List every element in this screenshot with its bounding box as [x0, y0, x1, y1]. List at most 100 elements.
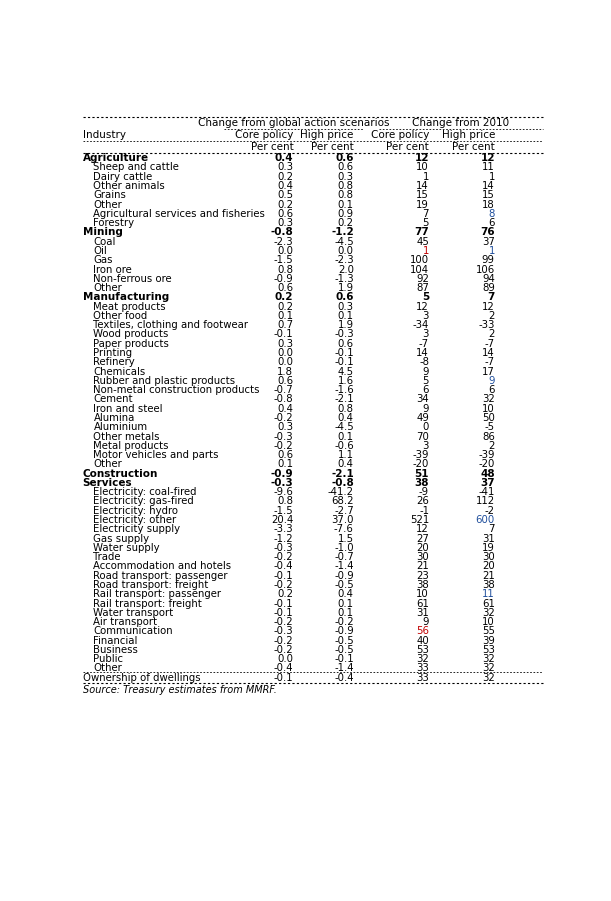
- Text: -0.1: -0.1: [274, 608, 293, 618]
- Text: 0.6: 0.6: [338, 162, 354, 172]
- Text: -0.6: -0.6: [334, 441, 354, 450]
- Text: 1: 1: [489, 172, 495, 182]
- Text: -0.5: -0.5: [334, 635, 354, 646]
- Text: -1.0: -1.0: [334, 543, 354, 553]
- Text: -1.4: -1.4: [334, 663, 354, 673]
- Text: -0.4: -0.4: [334, 673, 354, 683]
- Text: Communication: Communication: [93, 626, 173, 636]
- Text: -0.9: -0.9: [334, 626, 354, 636]
- Text: -41: -41: [478, 487, 495, 497]
- Text: 14: 14: [482, 181, 495, 191]
- Text: 31: 31: [416, 608, 429, 618]
- Text: Motor vehicles and parts: Motor vehicles and parts: [93, 450, 219, 460]
- Text: -34: -34: [412, 320, 429, 330]
- Text: 86: 86: [482, 432, 495, 441]
- Text: -0.2: -0.2: [274, 617, 293, 627]
- Text: -3.3: -3.3: [274, 524, 293, 534]
- Text: -0.1: -0.1: [274, 598, 293, 608]
- Text: Industry: Industry: [82, 130, 126, 140]
- Text: 10: 10: [416, 589, 429, 599]
- Text: 53: 53: [482, 645, 495, 655]
- Text: Iron and steel: Iron and steel: [93, 404, 163, 414]
- Text: 48: 48: [480, 469, 495, 478]
- Text: -1.2: -1.2: [331, 227, 354, 237]
- Text: 12: 12: [414, 153, 429, 163]
- Text: 40: 40: [416, 635, 429, 646]
- Text: 0.5: 0.5: [277, 190, 293, 200]
- Text: 0.2: 0.2: [275, 292, 293, 303]
- Text: Agricultural services and fisheries: Agricultural services and fisheries: [93, 209, 265, 219]
- Text: -7.6: -7.6: [334, 524, 354, 534]
- Text: 0.6: 0.6: [335, 153, 354, 163]
- Text: 8: 8: [489, 209, 495, 219]
- Text: 49: 49: [416, 413, 429, 423]
- Text: -0.5: -0.5: [334, 580, 354, 590]
- Text: Financial: Financial: [93, 635, 138, 646]
- Text: 55: 55: [482, 626, 495, 636]
- Text: 0.1: 0.1: [338, 311, 354, 321]
- Text: -9: -9: [419, 487, 429, 497]
- Text: 521: 521: [410, 515, 429, 525]
- Text: 15: 15: [482, 190, 495, 200]
- Text: -0.1: -0.1: [334, 358, 354, 368]
- Text: -2.3: -2.3: [274, 237, 293, 247]
- Text: Forestry: Forestry: [93, 218, 134, 228]
- Text: 77: 77: [414, 227, 429, 237]
- Text: 2: 2: [489, 330, 495, 340]
- Text: Electricity: hydro: Electricity: hydro: [93, 505, 178, 515]
- Text: 0.6: 0.6: [277, 209, 293, 219]
- Text: 0.8: 0.8: [277, 496, 293, 506]
- Text: 30: 30: [416, 552, 429, 562]
- Text: 0.3: 0.3: [338, 302, 354, 312]
- Text: 9: 9: [488, 376, 495, 386]
- Text: Core policy: Core policy: [371, 130, 429, 140]
- Text: Trade: Trade: [93, 552, 121, 562]
- Text: Other: Other: [93, 199, 122, 210]
- Text: 17: 17: [482, 367, 495, 377]
- Text: -1.5: -1.5: [274, 505, 293, 515]
- Text: Construction: Construction: [82, 469, 158, 478]
- Text: 19: 19: [416, 199, 429, 210]
- Text: Road transport: passenger: Road transport: passenger: [93, 570, 228, 581]
- Text: Iron ore: Iron ore: [93, 265, 132, 275]
- Text: 0.6: 0.6: [277, 376, 293, 386]
- Text: 0.0: 0.0: [277, 358, 293, 368]
- Text: 27: 27: [416, 533, 429, 543]
- Text: Textiles, clothing and footwear: Textiles, clothing and footwear: [93, 320, 249, 330]
- Text: 10: 10: [482, 617, 495, 627]
- Text: 0.8: 0.8: [338, 190, 354, 200]
- Text: 1.8: 1.8: [277, 367, 293, 377]
- Text: -1.2: -1.2: [274, 533, 293, 543]
- Text: -0.7: -0.7: [274, 385, 293, 396]
- Text: Per cent: Per cent: [386, 142, 429, 152]
- Text: 6: 6: [422, 385, 429, 396]
- Text: 0.1: 0.1: [338, 432, 354, 441]
- Text: 37: 37: [482, 237, 495, 247]
- Text: 0.1: 0.1: [338, 598, 354, 608]
- Text: -0.8: -0.8: [274, 395, 293, 405]
- Text: -0.5: -0.5: [334, 645, 354, 655]
- Text: 38: 38: [416, 580, 429, 590]
- Text: 18: 18: [482, 199, 495, 210]
- Text: -2.1: -2.1: [331, 469, 354, 478]
- Text: 14: 14: [482, 348, 495, 358]
- Text: 1: 1: [423, 172, 429, 182]
- Text: High price: High price: [301, 130, 354, 140]
- Text: 1.9: 1.9: [338, 283, 354, 293]
- Text: Sheep and cattle: Sheep and cattle: [93, 162, 179, 172]
- Text: -39: -39: [478, 450, 495, 460]
- Text: 0.6: 0.6: [338, 339, 354, 349]
- Text: Other: Other: [93, 663, 122, 673]
- Text: 0.6: 0.6: [277, 283, 293, 293]
- Text: 0.4: 0.4: [338, 413, 354, 423]
- Text: Mining: Mining: [82, 227, 122, 237]
- Text: Per cent: Per cent: [251, 142, 293, 152]
- Text: -0.1: -0.1: [274, 330, 293, 340]
- Text: 61: 61: [482, 598, 495, 608]
- Text: 106: 106: [475, 265, 495, 275]
- Text: 10: 10: [416, 162, 429, 172]
- Text: Electricity: other: Electricity: other: [93, 515, 177, 525]
- Text: 45: 45: [416, 237, 429, 247]
- Text: 7: 7: [488, 524, 495, 534]
- Text: 0.3: 0.3: [277, 339, 293, 349]
